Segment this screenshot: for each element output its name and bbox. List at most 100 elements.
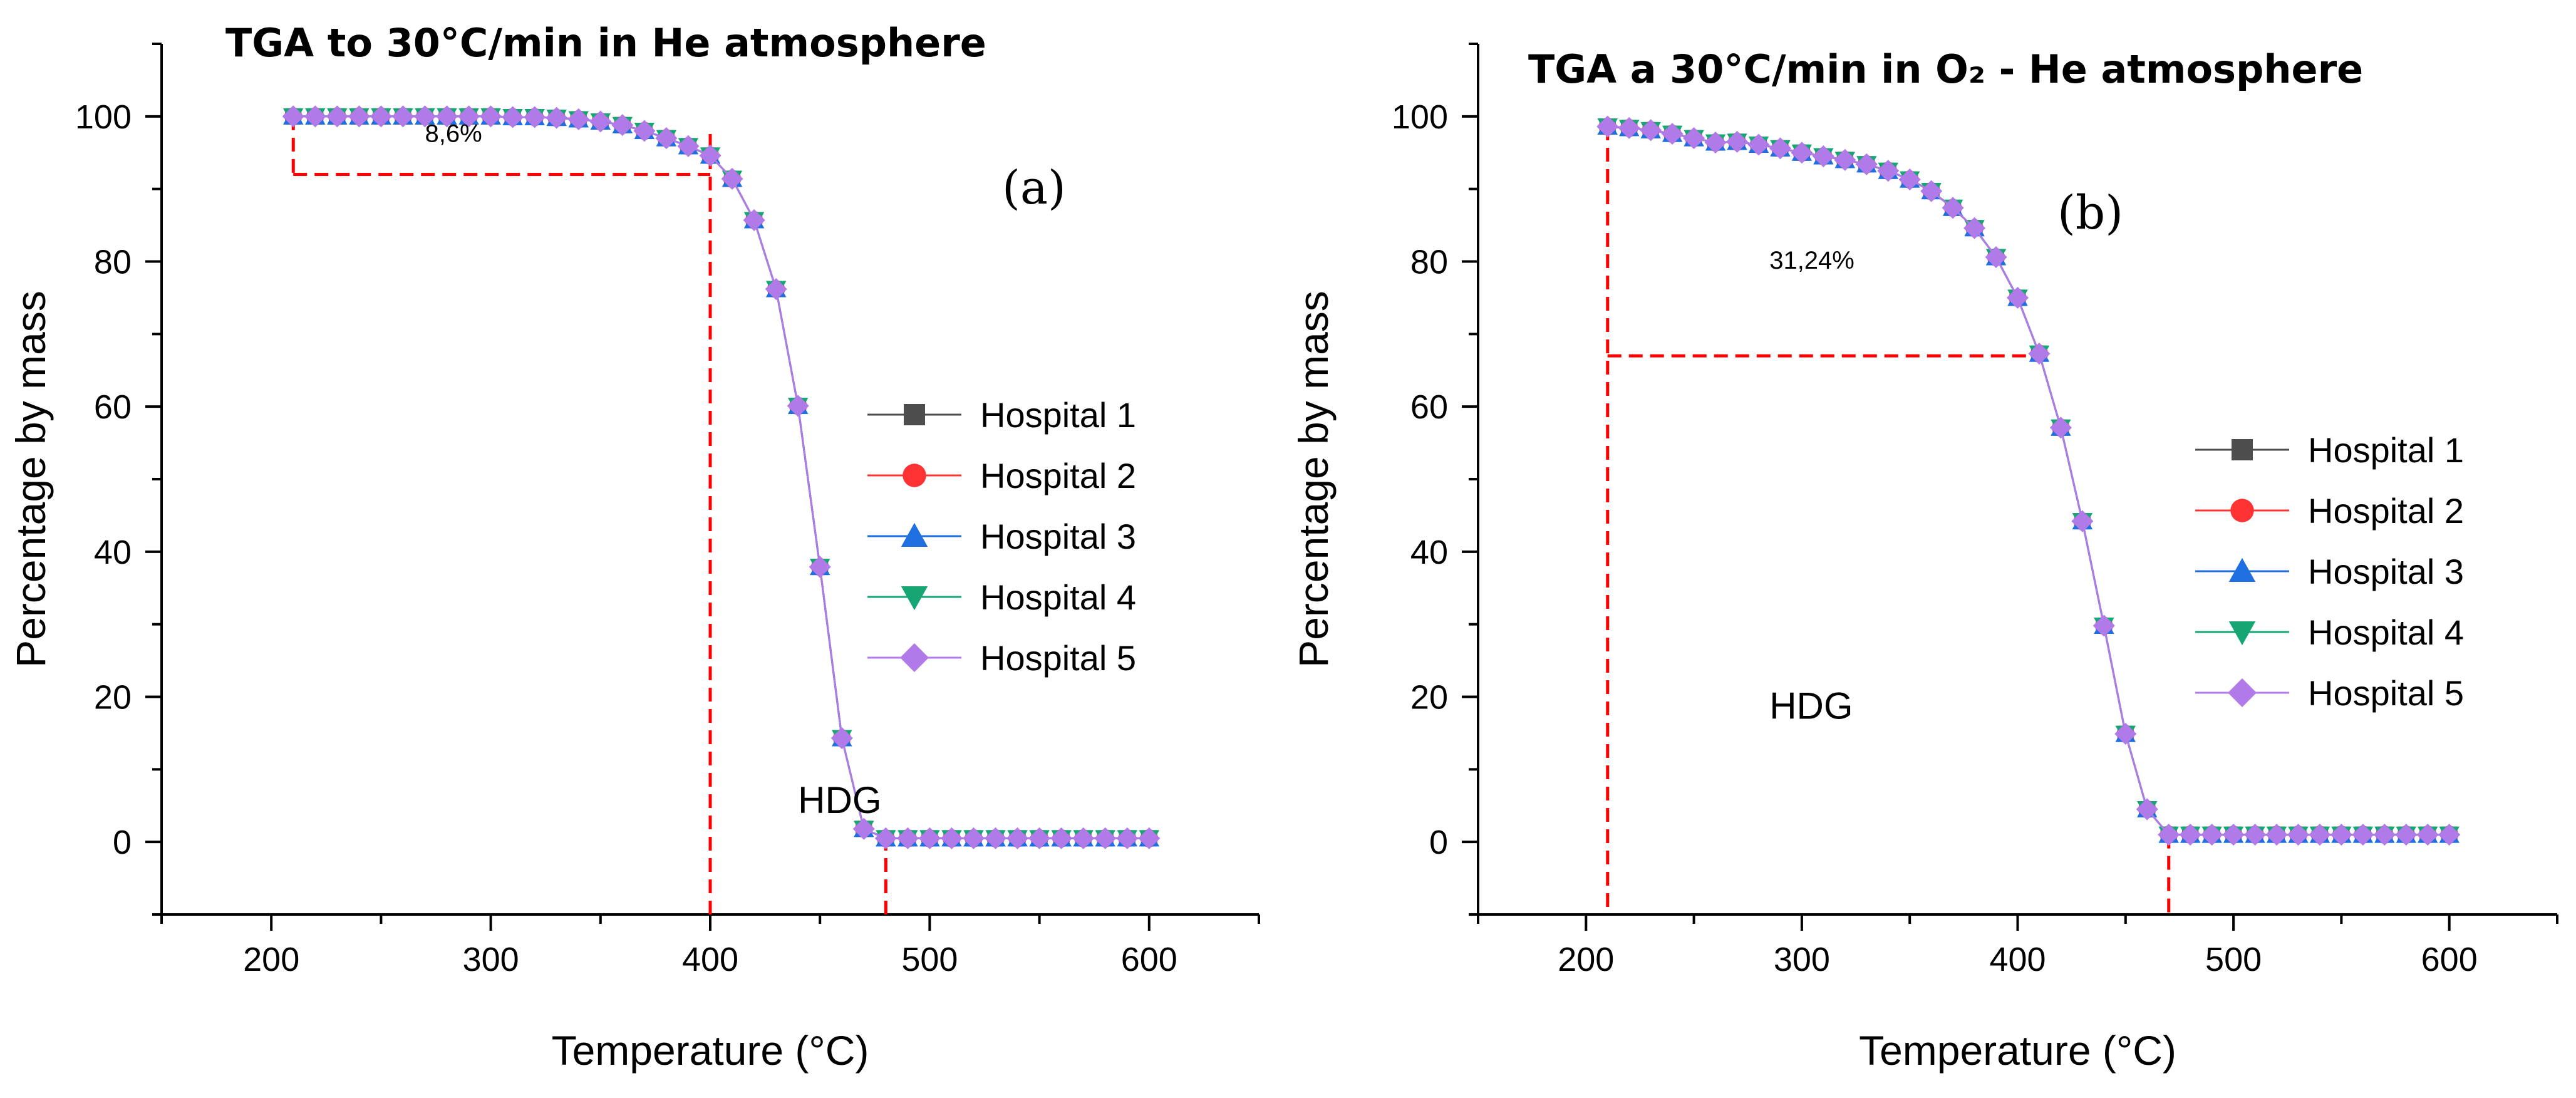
series-line [1607, 125, 2449, 836]
series-3 [1597, 116, 2460, 843]
data-point [984, 827, 1007, 849]
data-point [2416, 824, 2439, 846]
data-point [655, 127, 678, 150]
data-point [1877, 160, 1900, 182]
legend-label: Hospital 4 [980, 577, 1136, 617]
y-axis-label: Percentage by mass [1290, 291, 1337, 668]
x-tick-label: 600 [1121, 941, 1177, 978]
data-point [2071, 510, 2094, 532]
data-point [677, 135, 700, 157]
data-point [1769, 137, 1791, 160]
legend-label: Hospital 3 [2308, 552, 2464, 591]
data-point [1050, 827, 1073, 849]
data-point [809, 556, 831, 578]
data-point [2222, 824, 2245, 846]
x-tick-label: 300 [1774, 941, 1830, 978]
data-point [1920, 180, 1943, 202]
hdg-label: HDG [798, 779, 881, 821]
data-point [2006, 286, 2029, 309]
data-point [830, 727, 853, 750]
data-point [1596, 115, 1619, 138]
legend-label: Hospital 2 [2308, 491, 2464, 531]
legend-item: Hospital 5 [867, 638, 1136, 678]
x-tick-label: 400 [1989, 941, 2046, 978]
data-point [2201, 824, 2223, 846]
data-point [940, 827, 963, 849]
data-point [589, 110, 612, 133]
data-point [413, 105, 437, 128]
legend-item: Hospital 2 [2195, 491, 2464, 531]
y-tick-label: 80 [94, 244, 132, 281]
x-tick-label: 200 [1558, 941, 1614, 978]
triangle-up-icon [901, 522, 928, 547]
y-tick-label: 20 [94, 679, 132, 717]
legend: Hospital 1 Hospital 2 Hospital 3 Hospital 4… [2195, 430, 2464, 713]
data-point [874, 827, 897, 849]
data-point [348, 105, 370, 128]
data-point [502, 106, 524, 128]
x-axis-label: Temperature (°C) [552, 1027, 869, 1074]
data-point [524, 106, 546, 128]
legend-label: Hospital 1 [2308, 430, 2464, 470]
legend-item: Hospital 3 [2195, 552, 2464, 591]
legend-label: Hospital 5 [2308, 673, 2464, 713]
series-line [1607, 125, 2449, 836]
data-point [435, 105, 458, 128]
y-tick-label: 80 [1410, 244, 1448, 281]
data-point [2114, 723, 2137, 745]
triangle-down-icon [2228, 621, 2256, 646]
data-point [633, 120, 656, 142]
legend-item: Hospital 1 [2195, 430, 2464, 470]
x-tick-label: 200 [243, 941, 299, 978]
data-point [2352, 824, 2374, 846]
series-5 [282, 105, 1161, 849]
y-tick-label: 20 [1410, 679, 1448, 717]
data-point [1138, 827, 1161, 849]
data-point [2049, 417, 2072, 439]
data-point [2158, 824, 2180, 846]
data-point [2179, 824, 2201, 846]
data-point [2395, 824, 2418, 846]
data-point [918, 827, 941, 849]
percent-annotation: 31,24% [1769, 247, 1854, 274]
legend-label: Hospital 1 [980, 395, 1136, 435]
data-point [2330, 824, 2352, 846]
legend-item: Hospital 5 [2195, 673, 2464, 713]
legend-label: Hospital 3 [980, 517, 1136, 556]
legend-item: Hospital 4 [867, 577, 1136, 617]
series-5 [1596, 115, 2461, 846]
data-point [304, 105, 326, 128]
data-point [1618, 117, 1640, 139]
data-point [743, 209, 765, 232]
series-4 [1597, 118, 2460, 845]
y-tick-label: 60 [94, 388, 132, 426]
data-point [2309, 824, 2331, 846]
data-point [2136, 798, 2158, 821]
legend-item: Hospital 3 [867, 517, 1136, 556]
data-point [1985, 246, 2007, 269]
data-point [1898, 168, 1921, 191]
data-point [1812, 145, 1834, 168]
data-point [480, 105, 502, 128]
data-point [391, 105, 414, 128]
x-tick-label: 500 [2205, 941, 2262, 978]
data-point [1963, 217, 1986, 239]
y-tick-label: 100 [75, 98, 132, 136]
circle-icon [903, 464, 926, 487]
data-point [1094, 827, 1117, 849]
legend-label: Hospital 5 [980, 638, 1136, 678]
hdg-label: HDG [1769, 685, 1853, 727]
chart-panel-a: 200 300 400 500 600 0 20 40 60 80 100 Temperature (… [8, 20, 1260, 1074]
data-point [1747, 133, 1770, 156]
diamond-icon [2228, 678, 2257, 707]
legend-label: Hospital 4 [2308, 613, 2464, 652]
data-point [1834, 148, 1856, 171]
data-point [1855, 153, 1878, 175]
legend-item: Hospital 2 [867, 456, 1136, 495]
square-icon [904, 404, 925, 425]
data-point [699, 144, 722, 167]
data-point [1661, 123, 1684, 145]
y-tick-label: 100 [1392, 98, 1448, 136]
